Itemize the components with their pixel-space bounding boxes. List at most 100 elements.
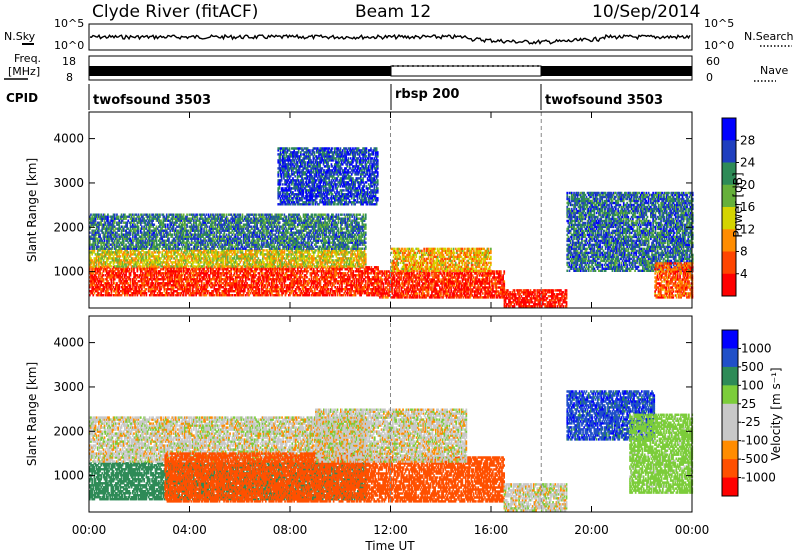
echo-cell bbox=[173, 282, 176, 285]
echo-cell bbox=[152, 282, 154, 285]
echo-cell bbox=[150, 290, 152, 293]
echo-cell bbox=[285, 268, 288, 271]
echo-cell bbox=[273, 268, 275, 271]
echo-cell bbox=[93, 284, 96, 287]
echo-cell bbox=[108, 272, 110, 275]
echo-cell bbox=[230, 272, 232, 275]
echo-cell bbox=[282, 266, 284, 269]
echo-cell bbox=[233, 294, 236, 297]
echo-cell bbox=[194, 292, 196, 295]
echo-cell bbox=[321, 290, 324, 293]
echo-cell bbox=[196, 286, 199, 289]
echo-cell bbox=[240, 268, 243, 271]
echo-cell bbox=[254, 286, 256, 289]
echo-cell bbox=[197, 282, 200, 285]
echo-cell bbox=[119, 255, 122, 258]
echo-cell bbox=[98, 286, 100, 289]
echo-cell bbox=[292, 282, 295, 285]
echo-cell bbox=[328, 266, 331, 269]
echo-cell bbox=[89, 284, 91, 287]
echo-cell bbox=[203, 288, 205, 291]
echo-cell bbox=[197, 272, 200, 275]
echo-cell bbox=[134, 280, 136, 283]
echo-cell bbox=[334, 286, 336, 289]
echo-cell bbox=[165, 284, 168, 287]
echo-cell bbox=[174, 282, 177, 285]
echo-cell bbox=[314, 270, 316, 273]
echo-cell bbox=[173, 290, 176, 293]
echo-cell bbox=[158, 272, 160, 275]
echo-cell bbox=[262, 268, 264, 271]
echo-cell bbox=[311, 282, 314, 285]
echo-cell bbox=[91, 292, 93, 295]
echo-cell bbox=[152, 294, 154, 297]
echo-cell bbox=[153, 270, 156, 273]
echo-cell bbox=[309, 272, 312, 275]
echo-cell bbox=[331, 272, 333, 275]
echo-cell bbox=[137, 286, 140, 289]
echo-cell bbox=[291, 286, 294, 289]
echo-cell bbox=[239, 276, 242, 279]
echo-cell bbox=[126, 280, 128, 283]
echo-cell bbox=[205, 288, 208, 291]
echo-cell bbox=[315, 294, 317, 297]
echo-cell bbox=[185, 290, 187, 293]
echo-cell bbox=[219, 280, 221, 283]
echo-cell bbox=[159, 288, 161, 291]
echo-cell bbox=[189, 286, 192, 289]
echo-cell bbox=[255, 290, 257, 293]
echo-cell bbox=[282, 280, 284, 283]
echo-cell bbox=[268, 268, 271, 271]
echo-cell bbox=[224, 288, 227, 291]
echo-cell bbox=[106, 282, 108, 285]
echo-cell bbox=[237, 286, 239, 289]
echo-cell bbox=[274, 265, 277, 268]
echo-cell bbox=[207, 290, 210, 293]
echo-cell bbox=[187, 274, 190, 277]
echo-cell bbox=[90, 284, 92, 287]
echo-cell bbox=[303, 280, 306, 283]
echo-cell bbox=[236, 274, 238, 277]
echo-cell bbox=[241, 294, 244, 297]
echo-cell bbox=[229, 276, 231, 279]
echo-cell bbox=[297, 272, 299, 275]
echo-cell bbox=[189, 272, 192, 275]
echo-cell bbox=[204, 278, 206, 281]
echo-cell bbox=[171, 270, 174, 273]
echo-cell bbox=[215, 284, 218, 287]
echo-cell bbox=[281, 282, 283, 285]
echo-cell bbox=[144, 280, 147, 283]
echo-cell bbox=[188, 276, 191, 279]
echo-cell bbox=[275, 276, 278, 279]
echo-cell bbox=[138, 280, 141, 283]
echo-cell bbox=[295, 294, 298, 297]
echo-cell bbox=[349, 270, 351, 273]
echo-cell bbox=[290, 280, 292, 283]
echo-cell bbox=[191, 290, 194, 293]
echo-cell bbox=[263, 284, 265, 287]
echo-cell bbox=[256, 292, 258, 295]
echo-cell bbox=[247, 268, 249, 271]
echo-cell bbox=[99, 268, 101, 271]
echo-cell bbox=[288, 268, 290, 271]
echo-cell bbox=[172, 282, 175, 285]
echo-cell bbox=[254, 290, 256, 293]
echo-cell bbox=[185, 278, 187, 281]
echo-cell bbox=[331, 288, 333, 291]
echo-cell bbox=[217, 286, 220, 289]
echo-cell bbox=[132, 292, 134, 295]
echo-cell bbox=[324, 266, 326, 269]
echo-cell bbox=[195, 270, 197, 273]
echo-cell bbox=[340, 276, 342, 279]
echo-cell bbox=[347, 270, 350, 273]
echo-cell bbox=[187, 288, 190, 291]
echo-cell bbox=[94, 284, 97, 287]
echo-cell bbox=[335, 268, 338, 271]
echo-cell bbox=[214, 288, 217, 291]
echo-cell bbox=[118, 276, 121, 279]
echo-cell bbox=[112, 282, 115, 285]
echo-cell bbox=[133, 278, 135, 281]
echo-cell bbox=[96, 270, 99, 273]
echo-cell bbox=[236, 286, 238, 289]
echo-cell bbox=[225, 284, 228, 287]
